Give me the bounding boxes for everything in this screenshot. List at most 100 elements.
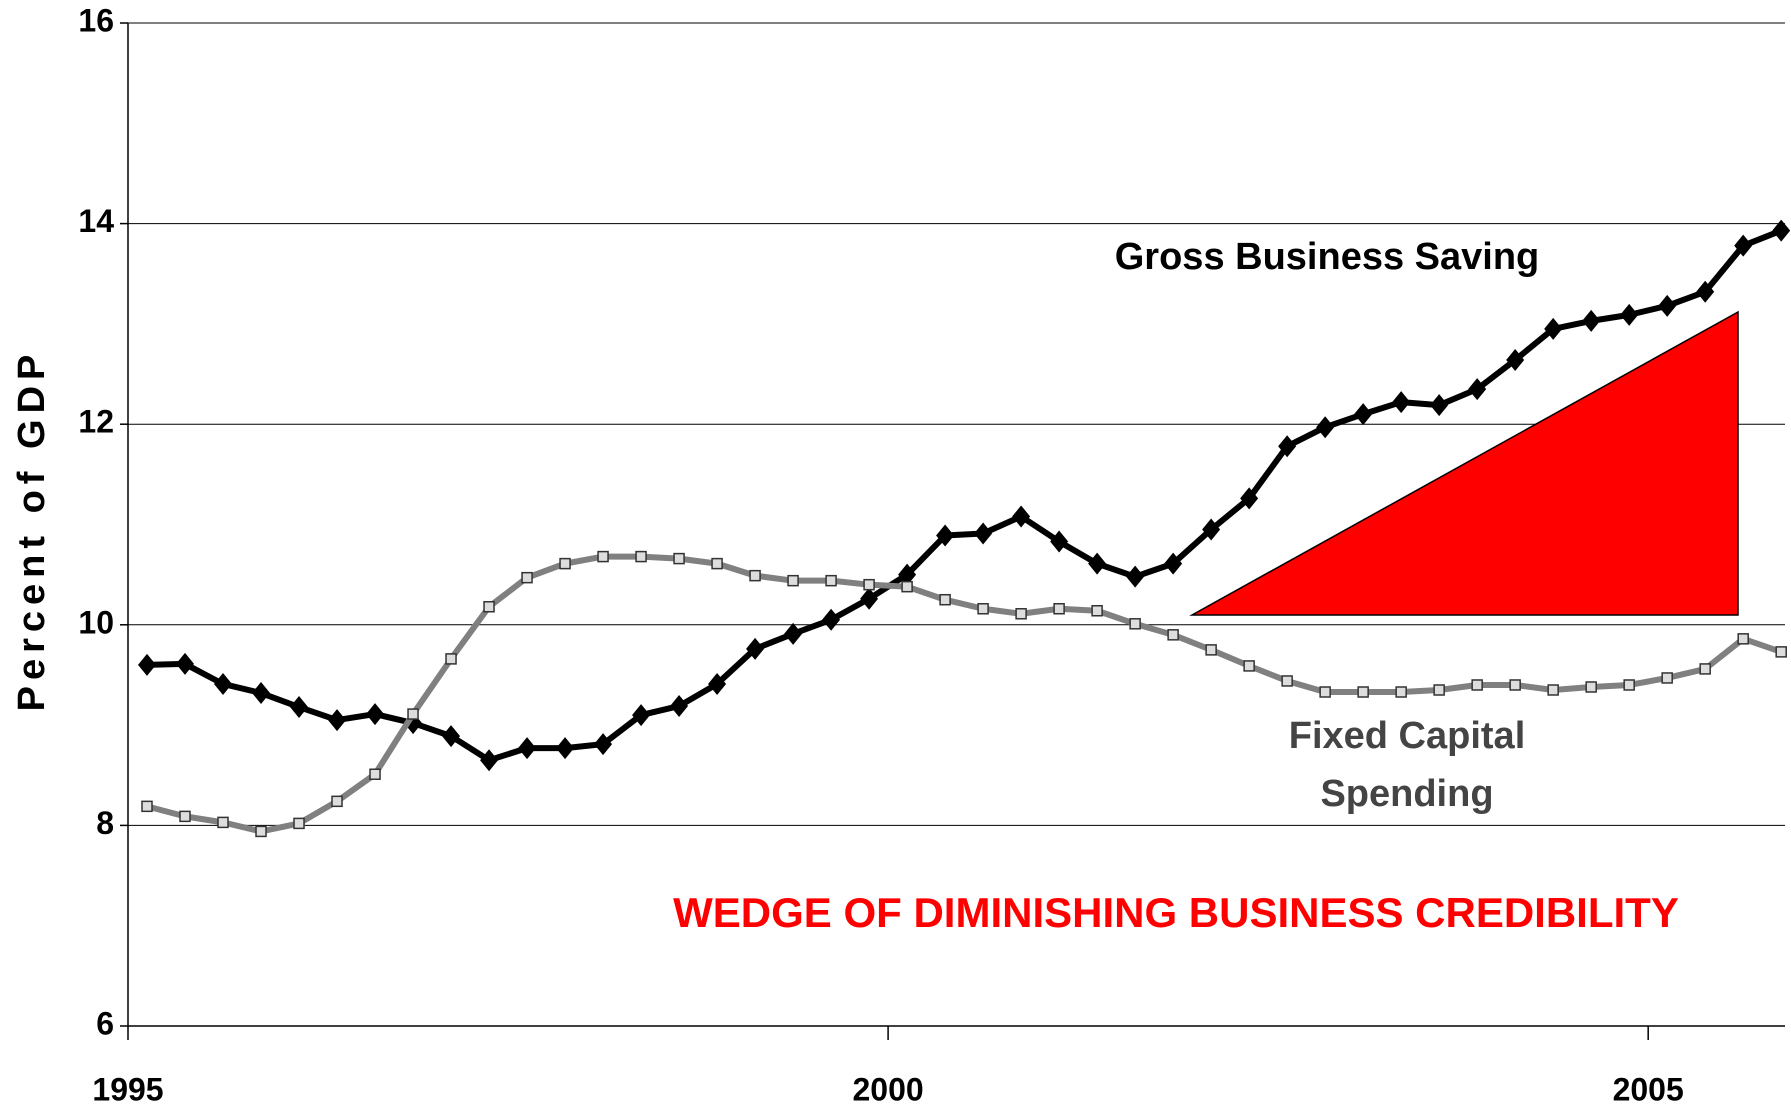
marker bbox=[214, 672, 233, 695]
marker bbox=[1509, 679, 1521, 691]
series-line bbox=[146, 553, 1783, 835]
marker bbox=[559, 557, 571, 570]
marker bbox=[1050, 530, 1069, 553]
marker bbox=[1053, 603, 1065, 615]
marker bbox=[1468, 378, 1487, 401]
marker bbox=[1547, 684, 1559, 696]
marker bbox=[1506, 349, 1525, 372]
marker bbox=[673, 552, 685, 565]
marker bbox=[1278, 435, 1297, 458]
annotation: Gross Business Saving bbox=[1115, 236, 1540, 278]
marker bbox=[1734, 234, 1753, 257]
y-tick-label: 6 bbox=[96, 1005, 114, 1041]
marker bbox=[1661, 672, 1673, 684]
marker bbox=[1696, 280, 1715, 303]
marker bbox=[1737, 633, 1749, 645]
annotation: Spending bbox=[1320, 773, 1493, 815]
annotation: WEDGE OF DIMINISHING BUSINESS CREDIBILIT… bbox=[673, 889, 1679, 936]
marker bbox=[328, 709, 347, 732]
marker bbox=[293, 817, 305, 830]
marker bbox=[749, 569, 761, 582]
y-tick-label: 16 bbox=[78, 2, 114, 38]
marker bbox=[746, 637, 765, 660]
marker bbox=[1316, 416, 1335, 439]
marker bbox=[255, 825, 267, 838]
marker bbox=[1620, 303, 1639, 326]
marker bbox=[594, 733, 613, 756]
marker bbox=[1623, 679, 1635, 691]
marker bbox=[860, 587, 879, 610]
marker bbox=[1167, 629, 1179, 641]
marker bbox=[1772, 219, 1791, 242]
marker bbox=[1240, 487, 1259, 510]
marker bbox=[1091, 605, 1103, 617]
marker bbox=[898, 563, 917, 586]
marker bbox=[141, 800, 153, 813]
marker bbox=[217, 816, 229, 829]
marker bbox=[787, 574, 799, 587]
marker bbox=[939, 593, 951, 606]
marker bbox=[1433, 684, 1445, 696]
marker bbox=[901, 580, 913, 593]
marker bbox=[331, 795, 343, 808]
marker bbox=[863, 578, 875, 591]
marker bbox=[1471, 679, 1483, 691]
marker bbox=[480, 749, 499, 772]
marker bbox=[176, 652, 195, 675]
marker bbox=[366, 703, 385, 726]
marker bbox=[442, 725, 461, 748]
marker bbox=[1243, 660, 1255, 672]
marker bbox=[290, 696, 309, 719]
annotation: Fixed Capital bbox=[1289, 715, 1526, 757]
marker bbox=[784, 622, 803, 645]
marker bbox=[1585, 681, 1597, 693]
marker bbox=[1126, 565, 1145, 588]
marker bbox=[1319, 686, 1331, 698]
marker bbox=[1658, 294, 1677, 317]
marker bbox=[369, 768, 381, 780]
marker bbox=[822, 608, 841, 631]
y-tick-label: 12 bbox=[78, 404, 114, 440]
y-tick-label: 8 bbox=[96, 805, 114, 841]
marker bbox=[1775, 646, 1787, 658]
marker bbox=[1012, 505, 1031, 528]
marker bbox=[1544, 317, 1563, 340]
x-tick-label: 2005 bbox=[1613, 1071, 1684, 1107]
marker bbox=[977, 603, 989, 615]
marker bbox=[138, 653, 157, 676]
marker bbox=[936, 524, 955, 547]
y-tick-label: 14 bbox=[78, 203, 114, 239]
marker bbox=[635, 550, 647, 563]
marker bbox=[483, 600, 495, 613]
marker bbox=[1015, 608, 1027, 620]
x-tick-label: 1995 bbox=[92, 1071, 163, 1107]
marker bbox=[1129, 618, 1141, 630]
marker bbox=[556, 737, 575, 760]
marker bbox=[521, 571, 533, 584]
marker bbox=[1354, 403, 1373, 426]
marker bbox=[1088, 552, 1107, 575]
marker bbox=[518, 737, 537, 760]
marker bbox=[1392, 391, 1411, 414]
marker bbox=[1430, 394, 1449, 417]
marker bbox=[252, 682, 271, 705]
marker bbox=[1164, 552, 1183, 575]
marker bbox=[1205, 644, 1217, 656]
marker bbox=[1395, 686, 1407, 698]
y-axis-title: Percent of GDP bbox=[11, 349, 53, 712]
marker bbox=[1699, 663, 1711, 675]
marker bbox=[597, 550, 609, 563]
marker bbox=[1202, 518, 1221, 541]
marker bbox=[1582, 309, 1601, 332]
wedge bbox=[1189, 310, 1739, 616]
marker bbox=[974, 522, 993, 545]
marker bbox=[1281, 675, 1293, 687]
marker bbox=[445, 653, 457, 665]
marker bbox=[825, 574, 837, 587]
marker bbox=[407, 708, 419, 720]
marker bbox=[708, 672, 727, 695]
y-tick-label: 10 bbox=[78, 604, 114, 640]
marker bbox=[670, 695, 689, 718]
marker bbox=[1357, 686, 1369, 698]
